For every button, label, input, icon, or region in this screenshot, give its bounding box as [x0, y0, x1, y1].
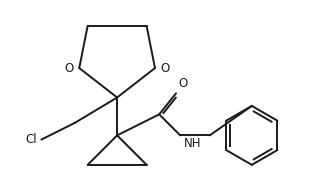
Text: O: O [160, 62, 170, 74]
Text: NH: NH [184, 137, 201, 150]
Text: O: O [178, 77, 188, 90]
Text: O: O [65, 62, 74, 74]
Text: Cl: Cl [25, 133, 37, 146]
